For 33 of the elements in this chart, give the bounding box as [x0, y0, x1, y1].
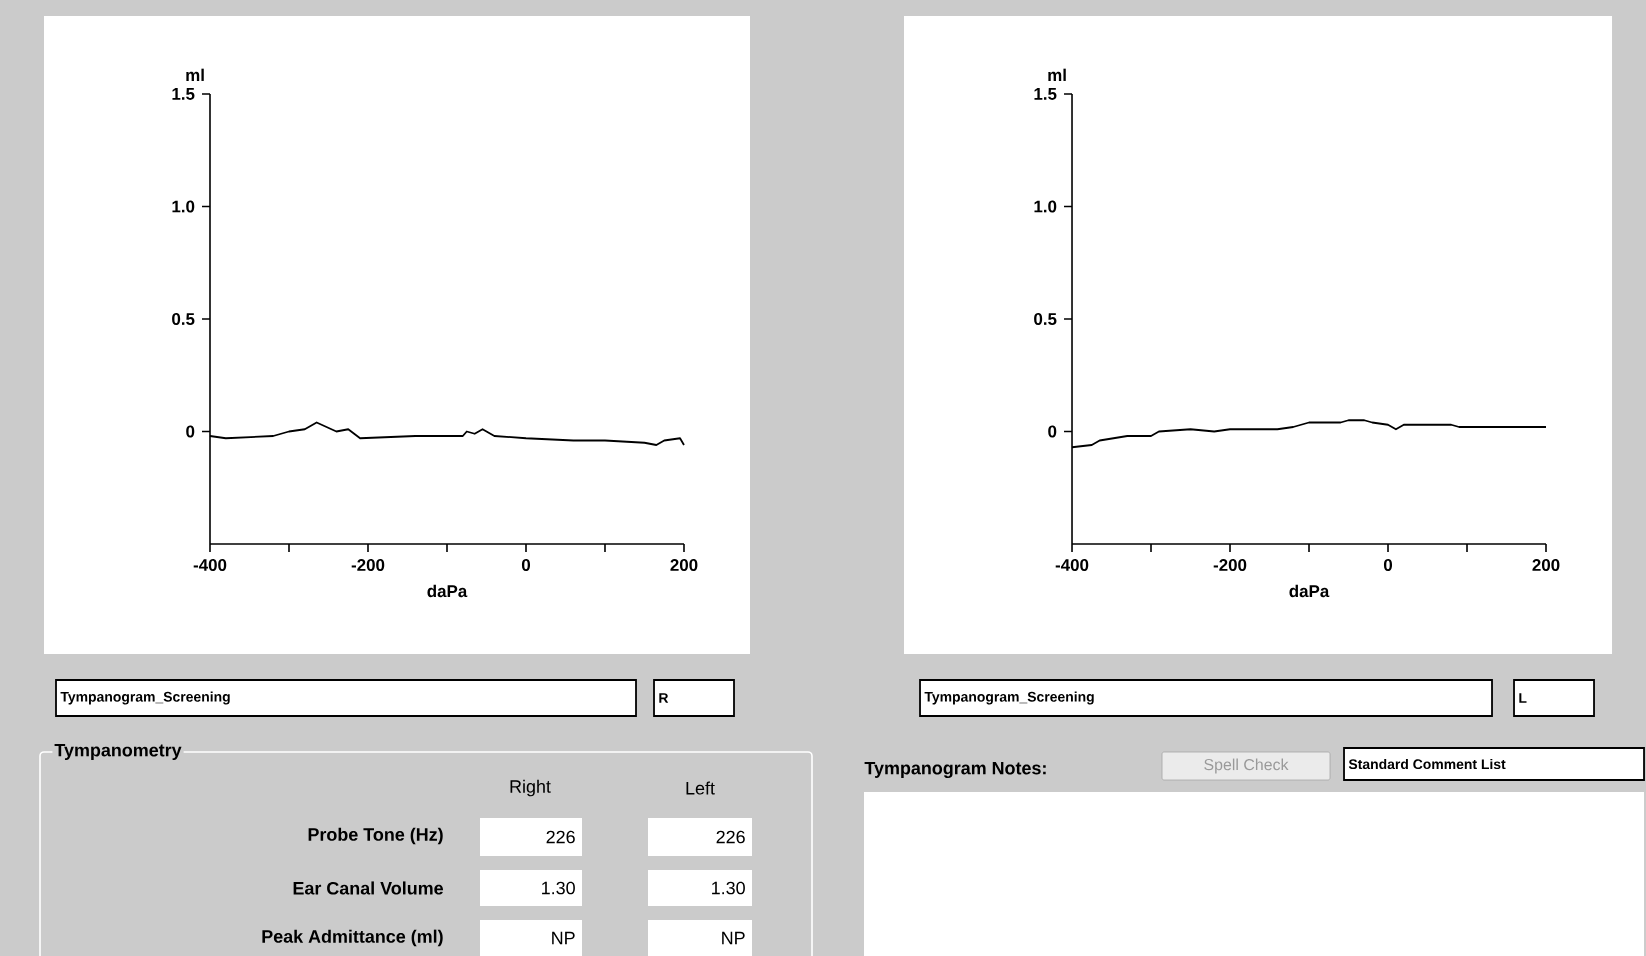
text: 226: [716, 830, 745, 844]
x-tick-label: -200: [1213, 559, 1247, 572]
x-tick-label: -200: [351, 559, 385, 572]
text: Tympanogram Notes:: [864, 761, 1046, 779]
x-tick-label: 0: [1383, 559, 1393, 572]
y-axis-title: ml: [186, 68, 204, 81]
text: Right: [510, 779, 551, 797]
text: Peak Admittance (ml): [262, 929, 443, 947]
text: 1.30: [712, 881, 745, 895]
text: Tympanometry: [54, 743, 182, 761]
x-tick-label: -400: [1055, 559, 1089, 572]
y-tick-label: 1.0: [1034, 200, 1057, 213]
y-tick-label: 0.5: [172, 313, 195, 325]
x-tick-label: -400: [193, 559, 227, 572]
text: NP: [722, 931, 745, 945]
text: Left: [686, 781, 715, 795]
x-axis-title: daPa: [1289, 584, 1330, 598]
x-tick-label: 200: [1532, 559, 1560, 572]
y-tick-label: 0: [186, 425, 195, 438]
y-tick-label: 0.5: [1034, 313, 1057, 325]
text: 226: [546, 830, 575, 844]
x-axis-title: daPa: [427, 584, 468, 598]
text: NP: [552, 931, 575, 945]
x-tick-label: 0: [521, 559, 530, 572]
y-tick-label: 1.5: [172, 88, 195, 100]
y-tick-label: 0: [1048, 425, 1057, 438]
y-axis-title: ml: [1048, 68, 1066, 81]
text: 1.30: [542, 881, 575, 895]
y-tick-label: 1.0: [172, 200, 195, 213]
x-tick-label: 200: [670, 559, 698, 572]
text: Probe Tone (Hz): [308, 827, 443, 845]
y-tick-label: 1.5: [1034, 88, 1057, 100]
text: Ear Canal Volume: [293, 881, 444, 895]
